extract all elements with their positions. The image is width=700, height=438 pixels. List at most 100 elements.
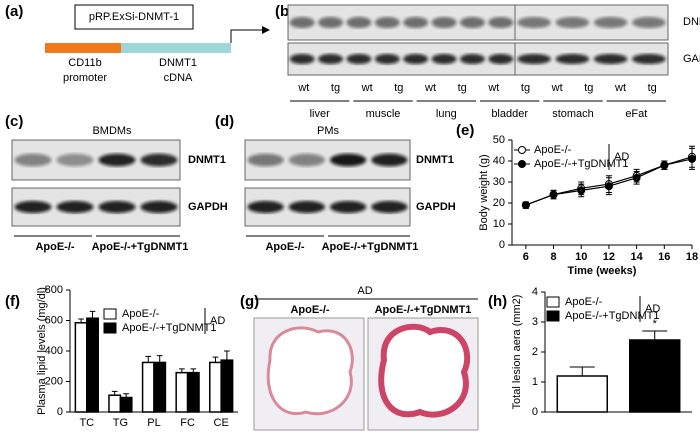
lane-label: wt — [424, 82, 436, 94]
panel-label: (a) — [5, 3, 23, 20]
arrow — [230, 29, 268, 43]
point — [549, 190, 558, 199]
lane-label: tg — [394, 82, 403, 94]
blot-band — [289, 53, 315, 65]
blot-band — [318, 16, 344, 29]
blot-band — [140, 153, 178, 167]
lane-label: tg — [331, 82, 340, 94]
legend-swatch — [103, 308, 117, 320]
blot-band — [632, 53, 666, 65]
legend-label: ApoE-/- — [534, 144, 572, 156]
lane-label: tg — [458, 82, 467, 94]
group-label: ApoE-/- — [265, 241, 304, 253]
legend-swatch — [546, 310, 560, 322]
point — [660, 161, 669, 170]
blot-band — [431, 16, 457, 29]
blot-title: BMDMs — [92, 125, 132, 137]
x-tick-label: 18 — [686, 251, 698, 263]
blot-row-label: DNMT1 — [683, 16, 700, 28]
x-tick-label: 14 — [630, 251, 643, 263]
lane-label: tg — [584, 82, 593, 94]
x-tick-label: PL — [147, 417, 160, 429]
blot-band — [14, 200, 52, 214]
y-tick-label: 30 — [493, 176, 505, 188]
blot-band — [371, 200, 408, 214]
lane-label: wt — [487, 82, 499, 94]
legend-label: ApoE-/-+TgDNMT1 — [565, 310, 659, 322]
vector-box — [74, 4, 194, 30]
blot-band — [56, 200, 94, 214]
vector-name: pRP.ExSi-DNMT-1 — [89, 11, 179, 23]
y-tick-label: 40 — [493, 155, 505, 167]
y-tick-label: 600 — [45, 314, 63, 326]
blot-band — [593, 53, 628, 65]
lane-label: wt — [551, 82, 563, 94]
tissue-label: muscle — [366, 108, 401, 120]
bar — [153, 361, 167, 413]
group-label: ApoE-/- — [35, 241, 74, 253]
legend-marker — [518, 160, 526, 168]
lane-label: wt — [614, 82, 626, 94]
histology-title: AD — [357, 285, 372, 297]
x-tick-label: TG — [113, 417, 128, 429]
bar — [175, 371, 189, 413]
blot-band — [632, 16, 666, 29]
bar — [556, 375, 609, 413]
bar — [209, 361, 222, 413]
x-tick-label: 6 — [523, 251, 529, 263]
bar — [141, 361, 155, 413]
lane-label: tg — [521, 82, 530, 94]
blot-band — [346, 16, 372, 29]
lane-label: tg — [648, 82, 657, 94]
histology-image — [367, 317, 479, 431]
legend-swatch — [103, 322, 117, 334]
legend-marker — [518, 146, 526, 154]
tissue-label: eFat — [625, 108, 647, 120]
blot-band — [288, 153, 326, 167]
point — [688, 154, 696, 163]
lane-label: wt — [297, 82, 309, 94]
significance: * — [653, 318, 658, 330]
blot-row-label: GAPDH — [188, 201, 228, 213]
bar — [186, 371, 200, 413]
x-tick-label: 8 — [550, 251, 556, 263]
y-tick-label: 2 — [532, 346, 538, 358]
y-tick-label: 0 — [499, 239, 505, 251]
x-tick-label: TC — [79, 417, 94, 429]
blot-band — [431, 53, 457, 65]
bar — [74, 322, 88, 413]
bar — [108, 394, 122, 413]
blot-band — [56, 153, 94, 167]
legend-label: ApoE-/-+TgDNMT1 — [122, 322, 216, 334]
annotation: AD — [210, 315, 225, 327]
cdna-label: cDNA — [164, 72, 193, 84]
y-axis-label: Body weight (g) — [478, 154, 490, 230]
y-axis-label: Plasma lipid levels (mg/dl) — [36, 287, 48, 415]
group-label: ApoE-/- — [290, 304, 329, 316]
legend-label: ApoE-/- — [565, 296, 603, 308]
legend-swatch — [546, 296, 560, 308]
blot-row-label: DNMT1 — [188, 154, 226, 166]
y-tick-label: 1 — [532, 376, 538, 388]
bar — [220, 359, 234, 413]
blot-band — [593, 16, 628, 29]
x-tick-label: 16 — [658, 251, 670, 263]
group-label: ApoE-/-+TgDNMT1 — [92, 241, 189, 253]
y-tick-label: 10 — [493, 218, 505, 230]
blot-band — [14, 153, 52, 167]
cdna-label: DNMT1 — [159, 57, 197, 69]
blot-row-label: GAPDH — [416, 201, 456, 213]
blot-band — [247, 200, 284, 214]
annotation: AD — [614, 151, 629, 163]
x-tick-label: 12 — [603, 251, 615, 263]
blot-row-label: DNMT1 — [416, 154, 454, 166]
blot-title: PMs — [317, 125, 340, 137]
blot-band — [140, 200, 178, 214]
blot-band — [329, 200, 367, 214]
bar — [628, 339, 681, 413]
panel-label: (c) — [5, 113, 23, 130]
legend-label: ApoE-/-+TgDNMT1 — [534, 158, 628, 170]
promoter-label: promoter — [63, 72, 107, 84]
